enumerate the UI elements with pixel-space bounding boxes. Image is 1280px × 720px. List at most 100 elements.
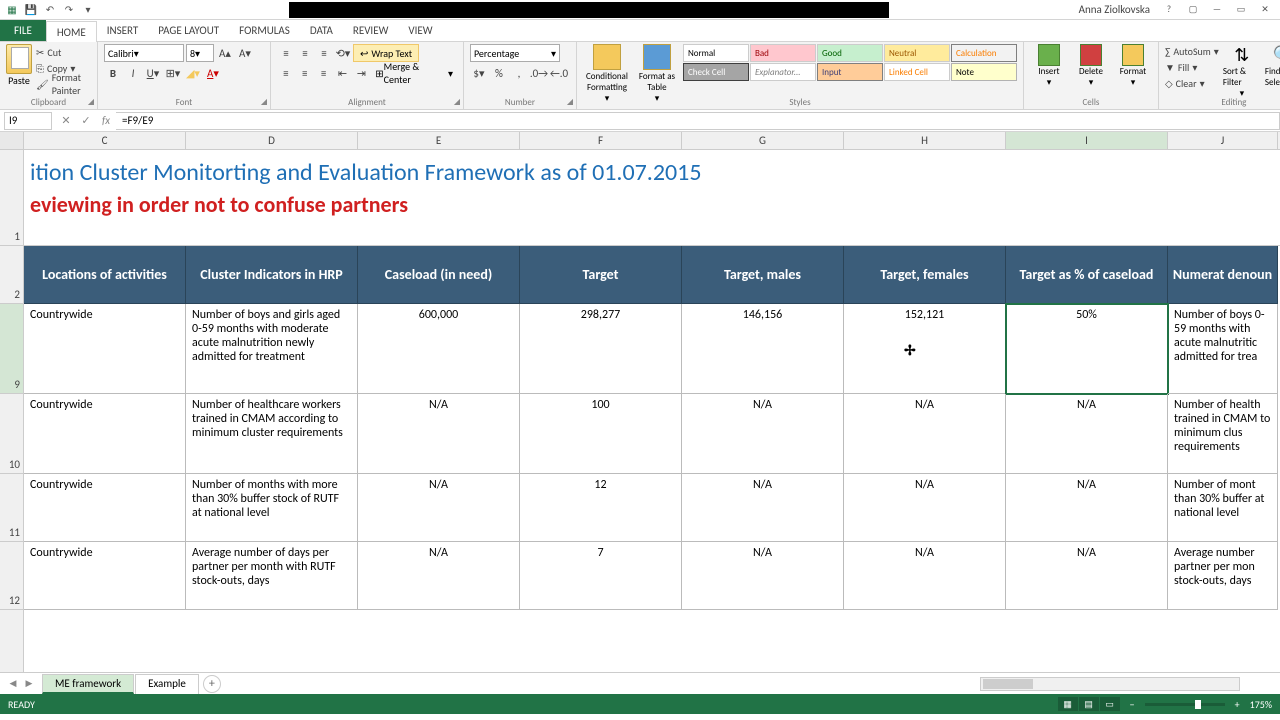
table-header[interactable]: Cluster Indicators in HRP xyxy=(186,246,358,304)
column-header-E[interactable]: E xyxy=(358,132,520,149)
tab-view[interactable]: VIEW xyxy=(398,20,442,41)
tab-file[interactable]: FILE xyxy=(0,20,46,41)
font-size-select[interactable]: 8 ▾ xyxy=(186,44,214,62)
format-as-table-button[interactable]: Format as Table▾ xyxy=(633,44,681,104)
table-header[interactable]: Caseload (in need) xyxy=(358,246,520,304)
column-header-J[interactable]: J xyxy=(1168,132,1278,149)
cell-J11[interactable]: Number of mont than 30% buffer at nation… xyxy=(1168,474,1278,542)
clear-button[interactable]: ◇ Clear ▾ xyxy=(1165,76,1219,91)
align-right-icon[interactable]: ≡ xyxy=(315,64,333,82)
cell-H12[interactable]: N/A xyxy=(844,542,1006,610)
style-input[interactable]: Input xyxy=(817,63,883,81)
currency-icon[interactable]: $▾ xyxy=(470,64,488,82)
cell-G11[interactable]: N/A xyxy=(682,474,844,542)
column-header-I[interactable]: I xyxy=(1006,132,1168,149)
fill-button[interactable]: ▼ Fill ▾ xyxy=(1165,60,1219,75)
comma-icon[interactable]: , xyxy=(510,64,528,82)
minimize-icon[interactable]: — xyxy=(1206,2,1228,18)
table-header[interactable]: Target xyxy=(520,246,682,304)
align-left-icon[interactable]: ≡ xyxy=(277,64,295,82)
excel-icon[interactable]: ▦ xyxy=(4,2,20,18)
increase-font-icon[interactable]: A▴ xyxy=(216,44,234,62)
zoom-in-icon[interactable]: + xyxy=(1235,698,1240,711)
style-explanator-[interactable]: Explanator... xyxy=(750,63,816,81)
style-check-cell[interactable]: Check Cell xyxy=(683,63,749,81)
style-note[interactable]: Note xyxy=(951,63,1017,81)
table-header[interactable]: Target, males xyxy=(682,246,844,304)
row-header-1[interactable]: 1 xyxy=(0,150,23,246)
normal-view-icon[interactable]: ▦ xyxy=(1058,697,1078,711)
bold-button[interactable]: B xyxy=(104,64,122,82)
cell-I11[interactable]: N/A xyxy=(1006,474,1168,542)
row-header-12[interactable]: 12 xyxy=(0,542,23,610)
save-icon[interactable]: 💾 xyxy=(23,2,39,18)
cell-E11[interactable]: N/A xyxy=(358,474,520,542)
select-all-button[interactable] xyxy=(0,132,24,149)
cell-D12[interactable]: Average number of days per partner per m… xyxy=(186,542,358,610)
cell-G12[interactable]: N/A xyxy=(682,542,844,610)
row-header-10[interactable]: 10 xyxy=(0,394,23,474)
decrease-decimal-icon[interactable]: ←.0 xyxy=(550,64,568,82)
delete-cells-button[interactable]: Delete▾ xyxy=(1072,44,1110,88)
insert-cells-button[interactable]: Insert▾ xyxy=(1030,44,1068,88)
column-header-F[interactable]: F xyxy=(520,132,682,149)
decrease-font-icon[interactable]: A▾ xyxy=(236,44,254,62)
cell-E9[interactable]: 600,000 xyxy=(358,304,520,394)
alignment-launcher[interactable]: ◢ xyxy=(454,97,460,107)
style-calculation[interactable]: Calculation xyxy=(951,44,1017,62)
tab-page-layout[interactable]: PAGE LAYOUT xyxy=(148,20,229,41)
row-header-11[interactable]: 11 xyxy=(0,474,23,542)
style-normal[interactable]: Normal xyxy=(683,44,749,62)
conditional-formatting-button[interactable]: Conditional Formatting▾ xyxy=(583,44,631,104)
tab-nav-next-icon[interactable]: ▶ xyxy=(22,677,36,691)
number-format-select[interactable]: Percentage▾ xyxy=(470,44,560,62)
percent-icon[interactable]: % xyxy=(490,64,508,82)
align-middle-icon[interactable]: ≡ xyxy=(296,44,314,62)
column-header-D[interactable]: D xyxy=(186,132,358,149)
cell-F11[interactable]: 12 xyxy=(520,474,682,542)
row-header-2[interactable]: 2 xyxy=(0,246,23,304)
grid[interactable]: ition Cluster Monitorting and Evaluation… xyxy=(24,150,1280,672)
font-color-button[interactable]: A▾ xyxy=(204,64,222,82)
cell-I10[interactable]: N/A xyxy=(1006,394,1168,474)
redo-icon[interactable]: ↷ xyxy=(61,2,77,18)
cell-J9[interactable]: Number of boys 0-59 months with acute ma… xyxy=(1168,304,1278,394)
cell-H11[interactable]: N/A xyxy=(844,474,1006,542)
page-layout-view-icon[interactable]: ▤ xyxy=(1079,697,1099,711)
fill-color-button[interactable]: ◢▾ xyxy=(184,64,202,82)
row-header-9[interactable]: 9 xyxy=(0,304,23,394)
cancel-formula-icon[interactable]: ✕ xyxy=(56,112,76,130)
style-linked-cell[interactable]: Linked Cell xyxy=(884,63,950,81)
increase-decimal-icon[interactable]: .0→ xyxy=(530,64,548,82)
cell-F12[interactable]: 7 xyxy=(520,542,682,610)
undo-icon[interactable]: ↶ xyxy=(42,2,58,18)
page-break-view-icon[interactable]: ▭ xyxy=(1100,697,1120,711)
help-icon[interactable]: ? xyxy=(1158,2,1180,18)
tab-review[interactable]: REVIEW xyxy=(343,20,399,41)
zoom-level[interactable]: 175% xyxy=(1250,698,1272,711)
cell-I9[interactable]: 50% xyxy=(1006,304,1168,394)
cell-D9[interactable]: Number of boys and girls aged 0-59 month… xyxy=(186,304,358,394)
paste-button[interactable]: Paste xyxy=(6,44,32,92)
zoom-out-icon[interactable]: − xyxy=(1130,698,1135,711)
find-select-button[interactable]: 🔍Find & Select▾ xyxy=(1265,44,1280,99)
cell-J10[interactable]: Number of health trained in CMAM to mini… xyxy=(1168,394,1278,474)
tab-insert[interactable]: INSERT xyxy=(97,20,149,41)
column-header-G[interactable]: G xyxy=(682,132,844,149)
cell-I12[interactable]: N/A xyxy=(1006,542,1168,610)
border-button[interactable]: ⊞▾ xyxy=(164,64,182,82)
fx-icon[interactable]: fx xyxy=(96,112,116,130)
style-good[interactable]: Good xyxy=(817,44,883,62)
decrease-indent-icon[interactable]: ⇤ xyxy=(334,64,352,82)
name-box[interactable]: I9 xyxy=(4,112,52,130)
align-bottom-icon[interactable]: ≡ xyxy=(315,44,333,62)
qat-more-icon[interactable]: ▾ xyxy=(80,2,96,18)
cell-H10[interactable]: N/A xyxy=(844,394,1006,474)
table-header[interactable]: Locations of activities xyxy=(24,246,186,304)
cell-G10[interactable]: N/A xyxy=(682,394,844,474)
cell-H9[interactable]: 152,121 xyxy=(844,304,1006,394)
cell-C11[interactable]: Countrywide xyxy=(24,474,186,542)
autosum-button[interactable]: ∑ AutoSum ▾ xyxy=(1165,44,1219,59)
style-neutral[interactable]: Neutral xyxy=(884,44,950,62)
table-header[interactable]: Target, females xyxy=(844,246,1006,304)
